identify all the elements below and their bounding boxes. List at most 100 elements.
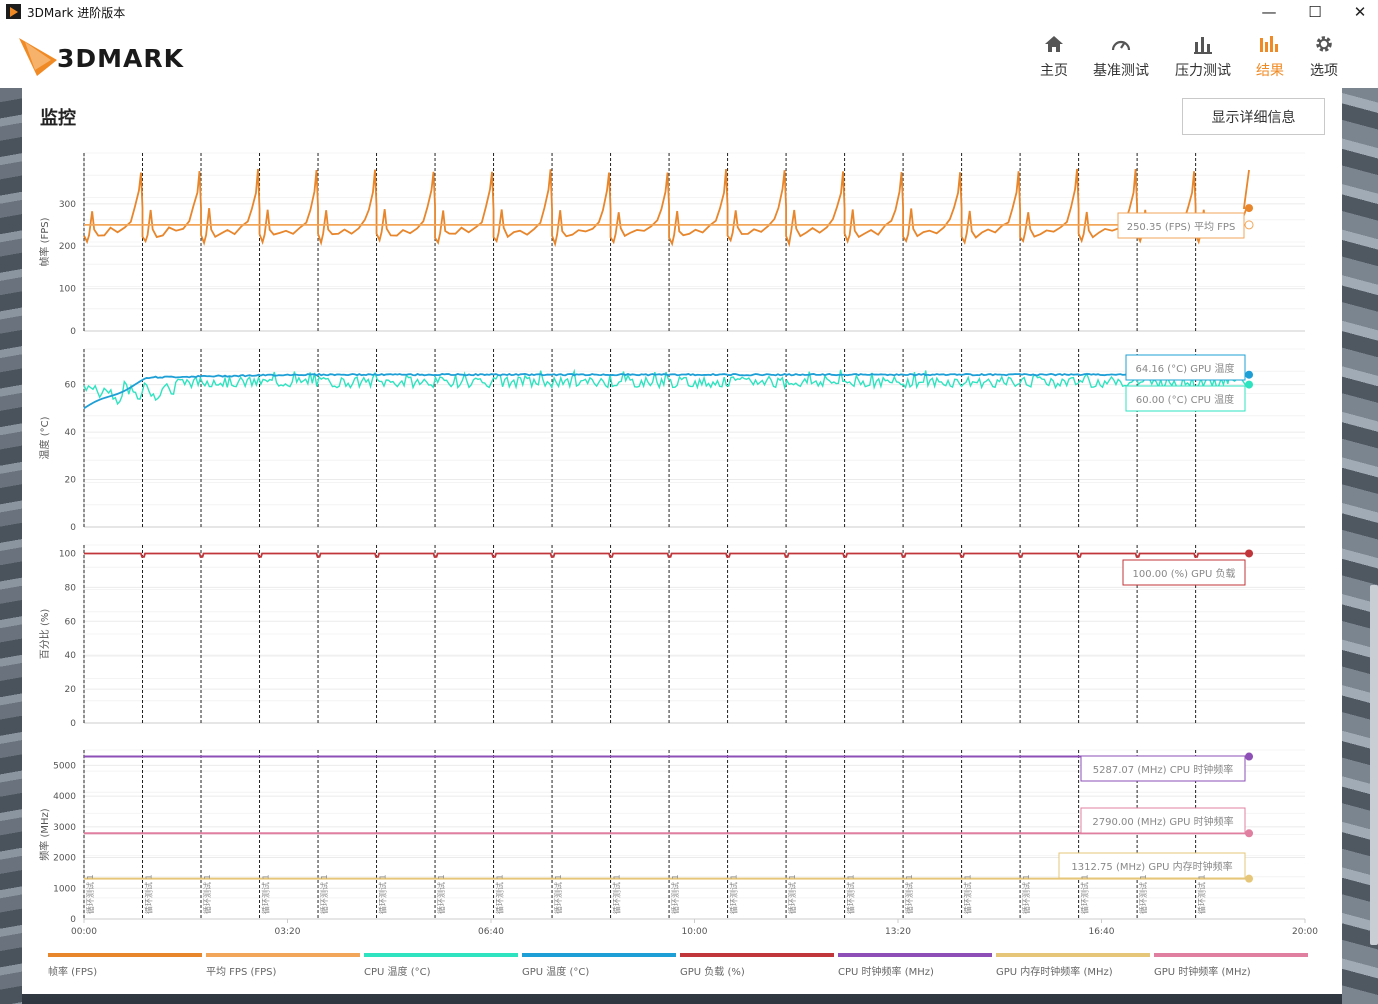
- legend-swatch: [680, 953, 834, 957]
- nav-label: 主页: [1040, 63, 1068, 79]
- loop-marker-label: 循环测试 1: [85, 874, 95, 914]
- y-tick-label: 40: [65, 651, 77, 661]
- legend-swatch: [206, 953, 360, 957]
- y-tick-label: 0: [70, 719, 76, 729]
- y-tick-label: 0: [70, 915, 76, 925]
- gpu-mem-clock-end-dot: [1245, 874, 1254, 883]
- loop-marker-label: 循环测试 1: [202, 874, 212, 914]
- loop-marker-label: 循环测试 1: [1138, 874, 1148, 914]
- loop-marker-label: 循环测试 1: [1197, 874, 1207, 914]
- avg-fps-tooltip-text: 250.35 (FPS) 平均 FPS: [1127, 221, 1236, 233]
- loop-marker-label: 循环测试 1: [729, 874, 739, 914]
- loop-marker-label: 循环测试 1: [963, 874, 973, 914]
- nav-home[interactable]: 主页: [1037, 32, 1071, 84]
- gpu-load-tooltip-text: 100.00 (%) GPU 负载: [1133, 567, 1236, 580]
- title-bar: 3DMark 进阶版本 — ☐ ✕: [0, 0, 1378, 24]
- cpu-clock-end-dot: [1245, 752, 1254, 761]
- y-tick-label: 20: [65, 476, 77, 486]
- legend-swatch: [522, 953, 676, 957]
- y-axis-label: 温度 (°C): [38, 416, 51, 459]
- x-tick-label: 20:00: [1292, 927, 1318, 937]
- gpu-temp-series-line: [83, 372, 1249, 410]
- loop-marker-label: 循环测试 1: [436, 874, 446, 914]
- y-tick-label: 0: [70, 327, 76, 337]
- cpu-clock-tooltip: [1080, 755, 1246, 782]
- legend-item[interactable]: GPU 温度 (°C): [522, 953, 676, 978]
- y-tick-label: 40: [65, 428, 77, 438]
- gpu-clock-tooltip: [1080, 807, 1246, 834]
- legend-label: GPU 温度 (°C): [522, 967, 590, 978]
- loop-marker-label: 循环测试 1: [553, 874, 563, 914]
- chart-panel-2: [83, 544, 1305, 724]
- 3dmark-logo-mark: 3DMARK: [19, 38, 185, 76]
- y-tick-label: 3000: [53, 823, 76, 833]
- legend-item[interactable]: GPU 时钟频率 (MHz): [1154, 953, 1308, 978]
- legend-label: GPU 时钟频率 (MHz): [1154, 967, 1251, 978]
- y-tick-label: 100: [59, 549, 76, 559]
- y-axis-label: 百分比 (%): [39, 609, 51, 660]
- x-tick-label: 13:20: [885, 927, 911, 937]
- loop-marker-label: 循环测试 1: [261, 874, 271, 914]
- y-tick-label: 200: [59, 242, 76, 252]
- 3dmark-logo[interactable]: 3DMARK: [17, 32, 217, 80]
- legend-label: GPU 负载 (%): [680, 967, 745, 978]
- x-tick-label: 00:00: [71, 927, 97, 937]
- app-icon: [6, 4, 21, 19]
- gpu-temp-end-dot: [1245, 370, 1254, 379]
- loop-marker-label: 循环测试 1: [1080, 874, 1090, 914]
- cpu-clock-tooltip-text: 5287.07 (MHz) CPU 时钟频率: [1093, 763, 1233, 776]
- y-tick-label: 5000: [53, 761, 76, 771]
- monitoring-charts: 0 100 200 300 帧率 (FPS) 0 20 40 60 温度 (°C) 0 20 40 60 8…: [38, 152, 1318, 937]
- loop-marker-label: 循环测试 1: [495, 874, 505, 914]
- y-tick-label: 300: [59, 200, 76, 210]
- chart-panel-1: [83, 348, 1305, 528]
- legend-swatch: [48, 953, 202, 957]
- loop-marker-label: 循环测试 1: [670, 874, 680, 914]
- show-details-button[interactable]: 显示详细信息: [1182, 98, 1325, 135]
- cpu-temp-end-dot: [1245, 380, 1254, 389]
- legend-item[interactable]: GPU 内存时钟频率 (MHz): [996, 953, 1150, 978]
- loop-marker-label: 循环测试 1: [144, 874, 154, 914]
- nav-results[interactable]: 结果: [1253, 32, 1287, 84]
- y-tick-label: 20: [65, 685, 77, 695]
- y-tick-label: 80: [65, 583, 77, 593]
- legend-item[interactable]: 平均 FPS (FPS): [206, 953, 360, 978]
- monitoring-panel: 监控 显示详细信息 0 100 200 300 帧率 (FPS) 0 20 40 60 温度 (°…: [22, 88, 1342, 994]
- y-tick-label: 100: [59, 285, 76, 295]
- logo-text: 3DMARK: [57, 44, 185, 73]
- window-title: 3DMark 进阶版本: [27, 6, 126, 20]
- nav-stress-tests[interactable]: 压力测试: [1173, 32, 1233, 84]
- nav-label: 压力测试: [1175, 63, 1231, 79]
- gpu-load-end-dot: [1245, 549, 1254, 558]
- legend-item[interactable]: GPU 负载 (%): [680, 953, 834, 978]
- scrollbar-thumb[interactable]: [1370, 585, 1378, 945]
- background-artwork-left: [0, 88, 22, 1004]
- legend-item[interactable]: 帧率 (FPS): [48, 953, 202, 978]
- gear-icon: [1314, 32, 1334, 54]
- gpu-load-tooltip: [1122, 559, 1246, 586]
- page-title: 监控: [40, 108, 76, 129]
- gpu-temp-tooltip-text: 64.16 (°C) GPU 温度: [1135, 362, 1234, 375]
- y-tick-label: 4000: [53, 792, 76, 802]
- cpu-temp-tooltip: [1125, 385, 1246, 412]
- legend-item[interactable]: CPU 时钟频率 (MHz): [838, 953, 992, 978]
- minimize-button[interactable]: —: [1261, 3, 1277, 21]
- loop-marker-label: 循环测试 1: [378, 874, 388, 914]
- loop-marker-label: 循环测试 1: [319, 874, 329, 914]
- close-button[interactable]: ✕: [1353, 3, 1367, 21]
- gpu-clock-tooltip-text: 2790.00 (MHz) GPU 时钟频率: [1092, 815, 1233, 828]
- app-header: 3DMARK 主页 基准测试 压力测试 结果 选项: [0, 24, 1378, 88]
- legend-swatch: [364, 953, 518, 957]
- nav-options[interactable]: 选项: [1307, 32, 1341, 84]
- gpu-mem-clock-tooltip-text: 1312.75 (MHz) GPU 内存时钟频率: [1071, 860, 1232, 873]
- y-tick-label: 2000: [53, 854, 76, 864]
- cpu-temp-series-line: [83, 368, 1249, 406]
- fps-series-line: [83, 168, 1250, 248]
- nav-benchmarks[interactable]: 基准测试: [1091, 32, 1151, 84]
- y-tick-label: 60: [65, 381, 77, 391]
- loop-marker-label: 循环测试 1: [612, 874, 622, 914]
- legend-label: 帧率 (FPS): [48, 967, 98, 978]
- legend-item[interactable]: CPU 温度 (°C): [364, 953, 518, 978]
- legend-label: GPU 内存时钟频率 (MHz): [996, 967, 1113, 978]
- maximize-button[interactable]: ☐: [1308, 3, 1322, 21]
